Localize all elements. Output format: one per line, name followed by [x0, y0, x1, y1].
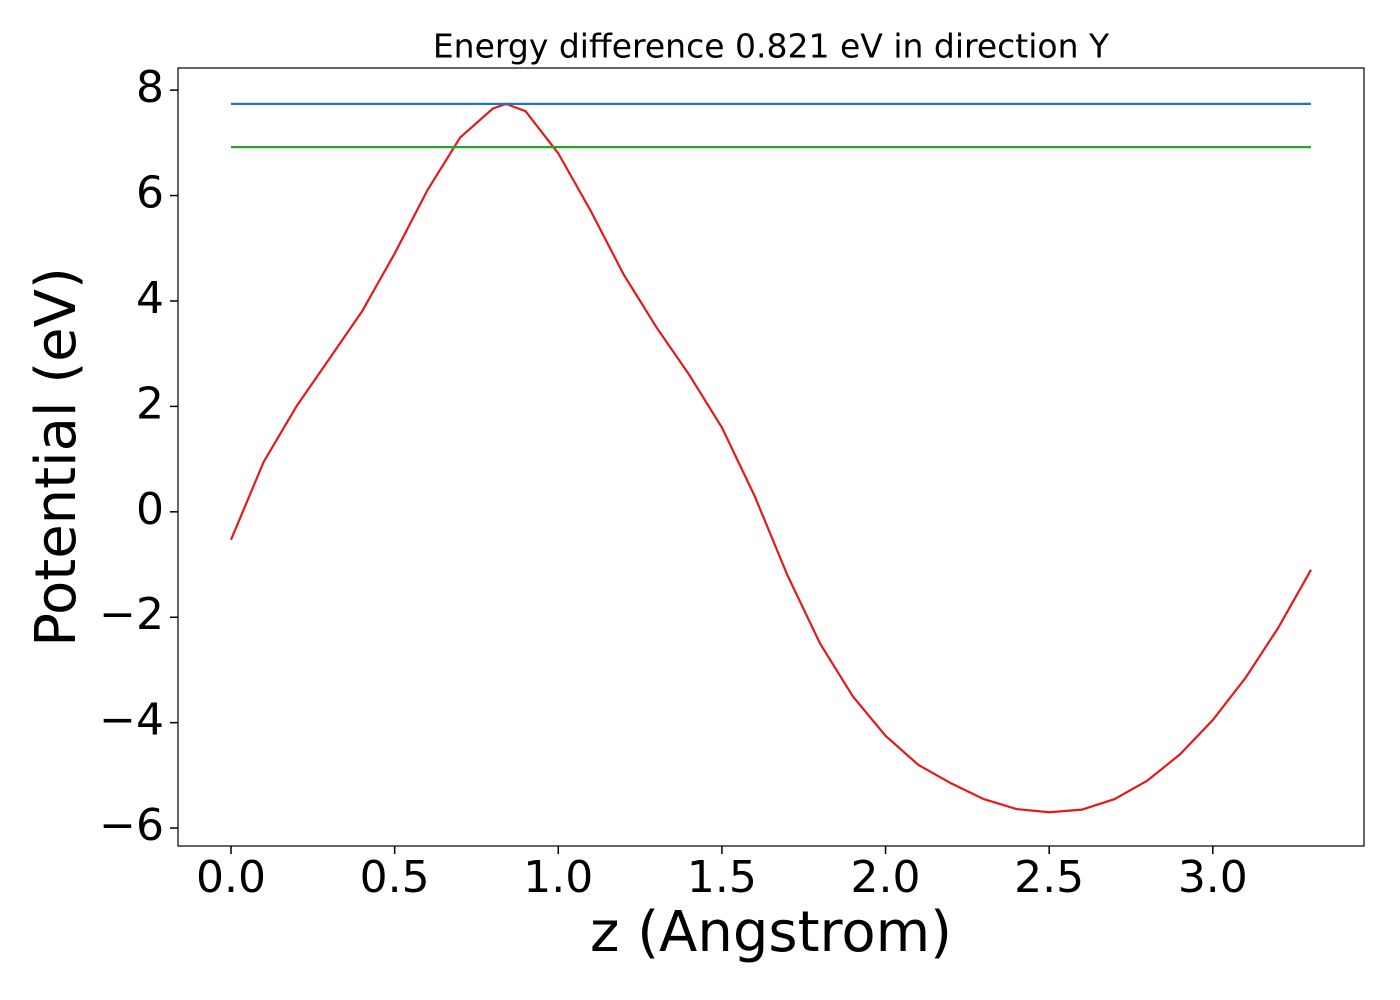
- x-tick-label: 2.5: [1014, 852, 1084, 903]
- x-tick-label: 1.5: [687, 852, 757, 903]
- plot-frame: [177, 67, 1365, 847]
- x-axis-label: z (Angstrom): [590, 900, 952, 965]
- y-tick-label: −6: [99, 800, 164, 851]
- x-tick-label: 0.0: [196, 852, 266, 903]
- y-tick-label: 8: [136, 62, 164, 113]
- y-tick-label: 4: [136, 273, 164, 324]
- x-tick-label: 1.0: [523, 852, 593, 903]
- y-tick-label: −4: [99, 695, 164, 746]
- y-tick-label: 0: [136, 484, 164, 535]
- y-tick-label: −2: [99, 589, 164, 640]
- chart-title: Energy difference 0.821 eV in direction …: [433, 27, 1110, 66]
- x-tick-label: 2.0: [851, 852, 921, 903]
- y-tick-label: 2: [136, 378, 164, 429]
- line: [230, 102, 1312, 814]
- x-tick-label: 0.5: [360, 852, 430, 903]
- y-axis-label: Potential (eV): [24, 267, 89, 647]
- y-tick-label: 6: [136, 168, 164, 219]
- x-tick-label: 3.0: [1178, 852, 1248, 903]
